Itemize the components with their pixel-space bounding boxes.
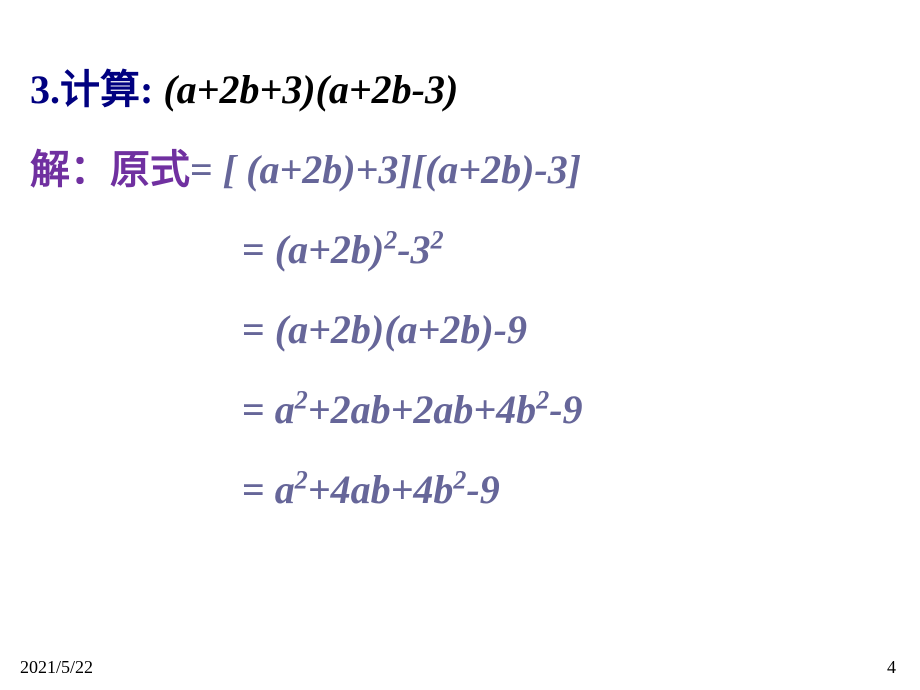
- problem-label-cn: 计算:: [60, 67, 153, 112]
- step-3-line: = (a+2b)(a+2b)-9: [30, 310, 890, 350]
- step-5c: -9: [466, 467, 499, 512]
- equals-sign: =: [242, 387, 265, 432]
- step-5a: a: [275, 467, 295, 512]
- equals-sign: =: [190, 147, 213, 192]
- equals-sign: =: [242, 467, 265, 512]
- exponent: 2: [384, 226, 397, 255]
- step-2a: (a+2b): [275, 227, 384, 272]
- step-4b: +2ab+2ab+4b: [308, 387, 536, 432]
- exponent: 2: [431, 226, 444, 255]
- step-1-line: 解：原式= [ (a+2b)+3][(a+2b)-3]: [30, 150, 890, 190]
- step-5b: +4ab+4b: [308, 467, 454, 512]
- problem-line: 3.计算: (a+2b+3)(a+2b-3): [30, 70, 890, 110]
- step-4c: -9: [549, 387, 582, 432]
- exponent: 2: [295, 466, 308, 495]
- footer-page-number: 4: [887, 657, 896, 678]
- step-4-line: = a2+2ab+2ab+4b2-9: [30, 390, 890, 430]
- solution-label: 解：原式: [30, 147, 190, 192]
- step-5-line: = a2+4ab+4b2-9: [30, 470, 890, 510]
- step-2-line: = (a+2b)2-32: [30, 230, 890, 270]
- exponent: 2: [295, 386, 308, 415]
- step-4a: a: [275, 387, 295, 432]
- footer-date: 2021/5/22: [20, 657, 93, 678]
- exponent: 2: [536, 386, 549, 415]
- problem-number: 3.: [30, 67, 60, 112]
- step-2b: -3: [397, 227, 430, 272]
- equals-sign: =: [242, 307, 265, 352]
- slide-content: 3.计算: (a+2b+3)(a+2b-3) 解：原式= [ (a+2b)+3]…: [0, 0, 920, 510]
- exponent: 2: [453, 466, 466, 495]
- step-3: (a+2b)(a+2b)-9: [275, 307, 527, 352]
- problem-expression: (a+2b+3)(a+2b-3): [163, 67, 458, 112]
- equals-sign: =: [242, 227, 265, 272]
- step-1: [ (a+2b)+3][(a+2b)-3]: [223, 147, 581, 192]
